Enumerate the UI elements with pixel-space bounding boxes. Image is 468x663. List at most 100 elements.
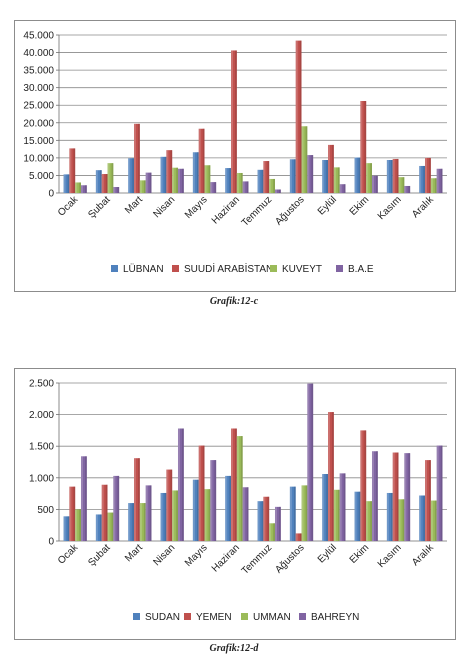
bar-highlight <box>269 523 272 541</box>
bar-shade <box>132 503 135 541</box>
bar-highlight <box>328 144 331 193</box>
bar-highlight <box>160 492 163 541</box>
x-tick-label: Şubat <box>86 194 112 220</box>
bar-shade <box>332 144 334 193</box>
bar-l-bnan-0 <box>63 174 70 193</box>
bar-l-bnan-10 <box>386 159 393 193</box>
bar-suudi-arabi-stan-4 <box>198 128 205 193</box>
bar-umman-8 <box>333 489 340 541</box>
bar-highlight <box>134 458 137 541</box>
bar-shade <box>214 182 217 193</box>
bar-highlight <box>166 469 169 541</box>
x-tick-label: Mart <box>123 542 145 564</box>
bar-suudi-arabi-stan-8 <box>328 144 334 193</box>
bar-shade <box>143 180 146 193</box>
bar-suudi-arabi-stan-11 <box>425 157 431 193</box>
bar-suudi-arabi-stan-1 <box>101 174 108 193</box>
bar-shade <box>235 50 237 194</box>
x-tick-label: Haziran <box>210 194 242 226</box>
bar-highlight <box>242 487 245 541</box>
bar-sudan-8 <box>322 474 329 541</box>
bar-l-bnan-9 <box>354 157 361 193</box>
bar-shade <box>105 174 108 193</box>
x-tick-label: Nisan <box>151 194 177 220</box>
bar-highlight <box>160 156 163 193</box>
chart-caption-12c: Grafik:12-c <box>209 296 259 307</box>
bar-bahreyn-5 <box>242 487 249 541</box>
chart-panel-12d: 0 500 1.000 1.500 2.000 2.500 Ocak Şubat Mart Nis… <box>14 368 456 640</box>
bar-umman-5 <box>236 436 243 541</box>
bar-shade <box>390 159 393 193</box>
bar-shade <box>73 486 76 541</box>
bar-shade <box>396 158 399 193</box>
y-tick-label: 15.000 <box>23 136 54 147</box>
bar-shade <box>164 156 167 193</box>
bar-umman-11 <box>430 500 437 541</box>
bar-umman-3 <box>172 490 178 541</box>
bar-sudan-11 <box>419 495 426 541</box>
bar-shade <box>202 445 205 541</box>
bar-highlight <box>107 512 110 541</box>
bar-highlight <box>419 495 422 541</box>
bar-highlight <box>192 479 195 541</box>
y-tick-label: 30.000 <box>23 83 54 94</box>
bar-highlight <box>204 489 207 541</box>
bar-highlight <box>204 165 207 193</box>
bar-shade <box>279 506 281 541</box>
bar-shade <box>267 496 270 541</box>
bar-shade <box>293 159 296 193</box>
x-tick-label: Aralık <box>410 194 437 221</box>
bar-shade <box>170 469 173 541</box>
bar-suudi-arabi-stan-3 <box>166 150 173 193</box>
y-tick-label: 1.500 <box>29 442 54 453</box>
x-tick-label: Kasım <box>376 542 404 570</box>
legend-label: YEMEN <box>196 612 232 623</box>
bar-shade <box>208 165 211 193</box>
legend-swatch <box>133 613 140 620</box>
bar-shade <box>429 460 431 541</box>
bar-b-a-e-2 <box>145 172 152 193</box>
bar-highlight <box>263 496 266 541</box>
legend-label: BAHREYN <box>311 612 359 623</box>
bar-shade <box>176 490 178 541</box>
bar-shade <box>132 158 135 193</box>
bar-shade <box>196 479 199 541</box>
bar-sudan-9 <box>354 491 361 541</box>
bar-highlight <box>371 175 375 193</box>
bar-yemen-3 <box>166 469 173 541</box>
bar-highlight <box>134 123 137 193</box>
bar-l-bnan-2 <box>128 158 135 193</box>
bar-highlight <box>360 101 363 193</box>
bar-yemen-6 <box>263 496 270 541</box>
bar-highlight <box>354 491 357 541</box>
bar-bahreyn-1 <box>113 475 120 541</box>
bar-l-bnan-6 <box>257 169 264 193</box>
bar-shade <box>138 458 140 541</box>
y-tick-label: 45.000 <box>23 31 54 42</box>
bar-shade <box>240 436 243 541</box>
bar-highlight <box>322 474 325 541</box>
bar-highlight <box>295 40 298 194</box>
bar-shade <box>337 489 340 541</box>
bar-highlight <box>307 155 310 193</box>
bar-shade <box>311 383 314 541</box>
bar-highlight <box>425 157 428 193</box>
bar-highlight <box>257 169 260 193</box>
bar-shade <box>73 148 76 193</box>
x-tick-label: Ağustos <box>273 194 306 227</box>
bar-shade <box>279 189 281 193</box>
bar-shade <box>117 187 120 193</box>
y-tick-label: 1.000 <box>29 473 54 484</box>
legend-swatch <box>172 265 179 272</box>
bar-shade <box>79 182 81 193</box>
x-tick-label: Ekim <box>348 542 372 566</box>
bar-sudan-4 <box>192 479 199 541</box>
bar-highlight <box>274 506 278 541</box>
bar-highlight <box>177 168 181 193</box>
bar-highlight <box>404 185 407 193</box>
bar-shade <box>235 428 237 541</box>
bar-sudan-1 <box>95 514 102 541</box>
bar-highlight <box>101 174 104 193</box>
bar-b-a-e-9 <box>371 175 378 193</box>
bar-shade <box>423 495 426 541</box>
